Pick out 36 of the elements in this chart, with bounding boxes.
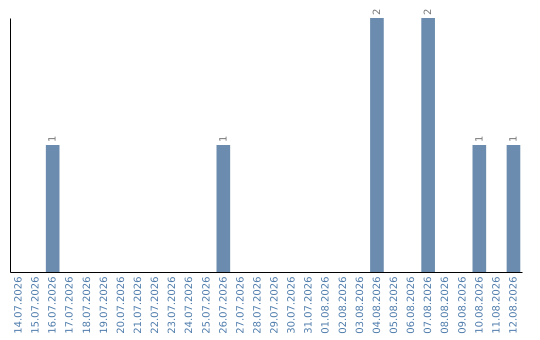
x-tick-label: 26.07.2026 <box>218 276 230 334</box>
x-tick-label: 14.07.2026 <box>14 276 25 334</box>
x-tick-label: 12.08.2026 <box>508 276 520 334</box>
x-tick-label: 17.07.2026 <box>64 276 76 334</box>
x-tick-label: 09.08.2026 <box>457 276 468 334</box>
data-label: 1 <box>508 136 520 142</box>
x-tick-label: 31.07.2026 <box>304 276 315 334</box>
x-tick-label: 04.08.2026 <box>372 276 383 334</box>
x-tick-label: 24.07.2026 <box>184 276 196 334</box>
x-tick-label: 05.08.2026 <box>389 276 400 334</box>
data-label: 1 <box>218 136 230 142</box>
x-tick-label: 18.07.2026 <box>82 276 93 334</box>
x-tick-label: 11.08.2026 <box>491 276 502 334</box>
x-tick-label: 10.08.2026 <box>474 276 486 334</box>
x-tick-label: 15.07.2026 <box>30 276 42 334</box>
data-label: 1 <box>474 136 486 142</box>
x-tick-label: 29.07.2026 <box>270 276 281 334</box>
x-tick-label: 27.07.2026 <box>235 276 246 334</box>
x-tick-label: 28.07.2026 <box>252 276 264 334</box>
x-tick-label: 06.08.2026 <box>406 276 418 334</box>
x-tick-label: 02.08.2026 <box>338 276 349 334</box>
x-tick-label: 21.07.2026 <box>133 276 144 334</box>
x-tick-label: 19.07.2026 <box>98 276 110 334</box>
x-tick-label: 30.07.2026 <box>286 276 298 334</box>
data-label: 2 <box>423 8 434 15</box>
x-tick-label: 22.07.2026 <box>150 276 162 334</box>
x-tick-label: 08.08.2026 <box>440 276 452 334</box>
data-label: 2 <box>372 8 383 15</box>
x-tick-label: 16.07.2026 <box>48 276 59 334</box>
x-tick-label: 20.07.2026 <box>116 276 127 334</box>
x-tick-label: 07.08.2026 <box>423 276 434 334</box>
x-tick-label: 23.07.2026 <box>167 276 178 334</box>
data-label: 1 <box>48 136 59 142</box>
x-tick-label: 03.08.2026 <box>354 276 366 334</box>
x-tick-label: 25.07.2026 <box>201 276 212 334</box>
x-tick-label: 01.08.2026 <box>320 276 332 334</box>
